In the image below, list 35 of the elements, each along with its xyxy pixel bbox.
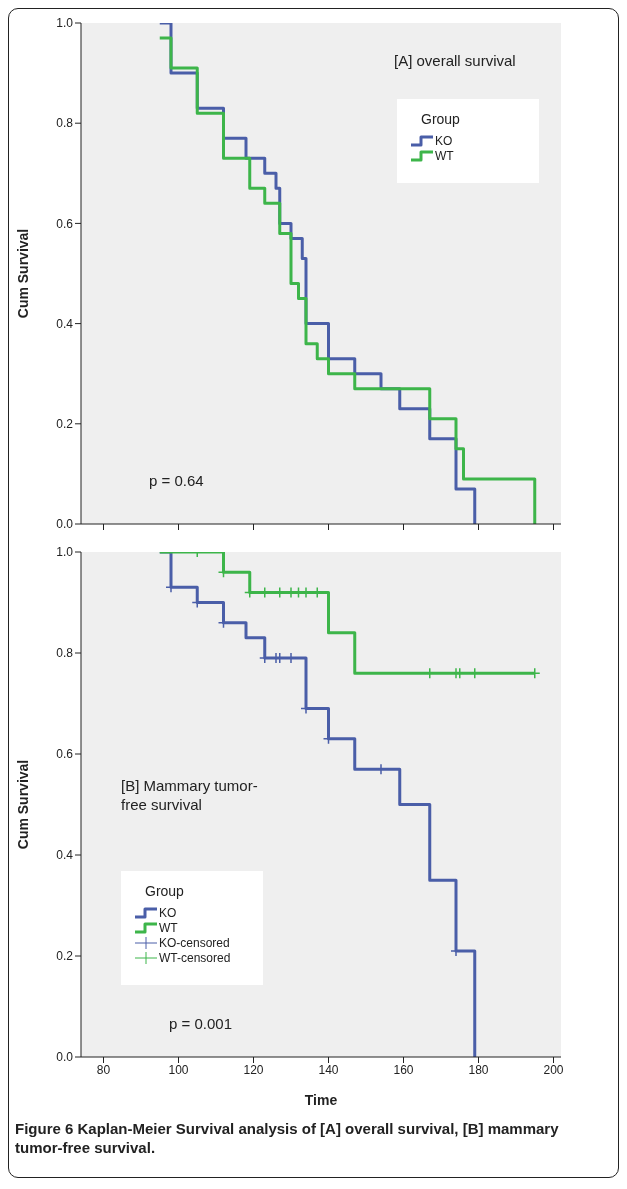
annotation: [B] Mammary tumor-free survival <box>121 776 259 814</box>
legend-label: KO <box>159 905 177 920</box>
x-tick-label: 200 <box>543 1062 564 1077</box>
x-tick-label: 140 <box>318 1062 339 1077</box>
y-tick-label: 0.6 <box>56 747 74 762</box>
y-tick-label: 0.6 <box>56 216 74 231</box>
annotation: p = 0.001 <box>169 1014 233 1033</box>
legend-label: WT <box>159 920 178 935</box>
y-tick-label: 0.8 <box>56 116 74 131</box>
y-tick-label: 0.2 <box>56 949 74 964</box>
x-tick-label: 100 <box>168 1062 189 1077</box>
x-tick-label: 160 <box>393 1062 414 1077</box>
y-tick-label: 0.0 <box>56 517 74 532</box>
y-tick-label: 1.0 <box>56 16 74 31</box>
annotation: [A] overall survival <box>394 51 517 70</box>
x-tick-label: 180 <box>468 1062 489 1077</box>
legend-label: WT <box>435 148 454 163</box>
legend-title: Group <box>145 883 185 899</box>
legend-label: KO-censored <box>159 935 230 950</box>
y-axis-title: Cum Survival <box>14 759 31 850</box>
legend-label: KO <box>435 133 453 148</box>
x-axis-title: Time <box>304 1092 338 1108</box>
annotation: p = 0.64 <box>149 471 205 490</box>
legend-title: Group <box>421 111 461 127</box>
y-tick-label: 0.2 <box>56 417 74 432</box>
y-tick-label: 1.0 <box>56 545 74 560</box>
x-tick-label: 120 <box>243 1062 264 1077</box>
caption: Figure 6 Kaplan-Meier Survival analysis of [A] overall survival, [B] mammary tumor-free survival. <box>15 1119 560 1157</box>
legend-label: WT-censored <box>159 950 231 965</box>
x-tick-label: 80 <box>96 1062 111 1077</box>
y-axis-title: Cum Survival <box>14 228 31 319</box>
y-tick-label: 0.8 <box>56 646 74 661</box>
y-tick-label: 0.0 <box>56 1050 74 1065</box>
y-tick-label: 0.4 <box>56 316 74 331</box>
y-tick-label: 0.4 <box>56 848 74 863</box>
